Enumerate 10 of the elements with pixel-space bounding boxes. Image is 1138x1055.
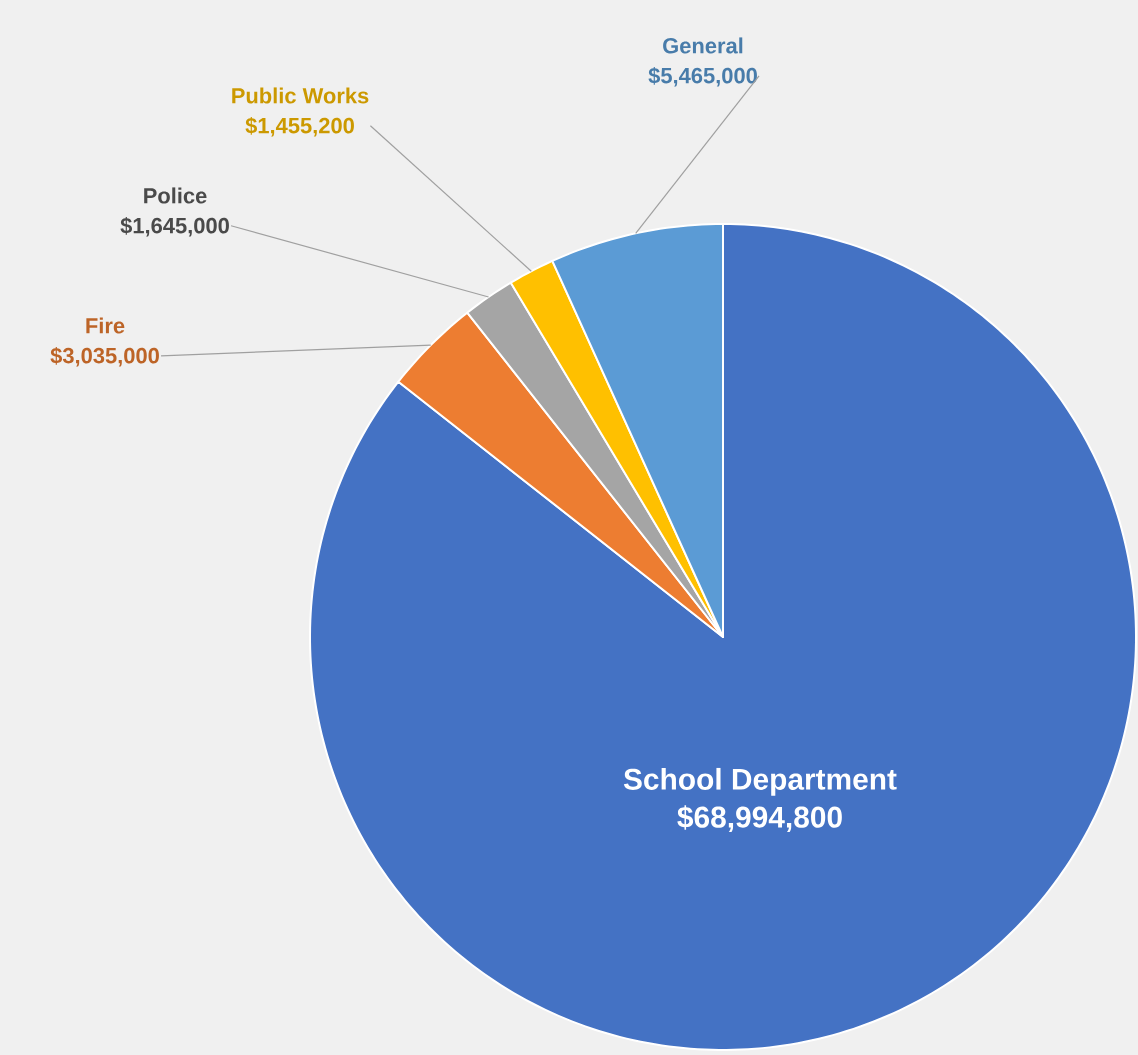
- slice-label: General: [663, 37, 743, 54]
- slice-label: Police: [144, 187, 207, 204]
- data-label: $68,994,800: [677, 805, 842, 833]
- data-label: $1,455,200: [245, 116, 354, 137]
- data-label: $5,465,000: [648, 66, 757, 87]
- slice-label: School Department: [623, 767, 897, 796]
- slice-label: Public Works: [232, 87, 369, 104]
- slice-label: Fire: [86, 317, 125, 334]
- data-label: $1,645,000: [120, 216, 229, 237]
- data-label: $3,035,000: [50, 346, 159, 367]
